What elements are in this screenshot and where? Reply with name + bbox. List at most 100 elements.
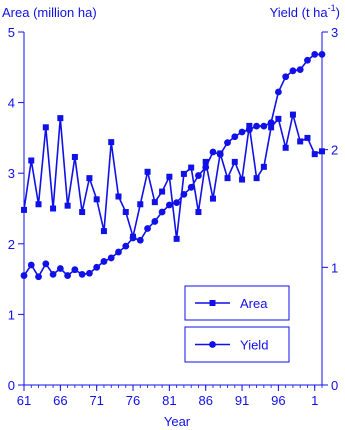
yield-point xyxy=(253,122,260,130)
yield-point xyxy=(231,133,239,141)
yield-point xyxy=(282,73,290,81)
area-point xyxy=(137,201,144,208)
yield-point xyxy=(56,265,64,272)
yield-point xyxy=(64,272,72,279)
x-tick-label: 86 xyxy=(198,393,212,408)
yield-point xyxy=(129,234,137,242)
area-point xyxy=(122,209,129,216)
yield-point xyxy=(202,163,210,171)
area-point xyxy=(79,209,86,216)
legend-label-yield: Yield xyxy=(240,338,268,353)
area-point xyxy=(224,175,231,182)
yield-point xyxy=(20,272,28,279)
x-axis-title: Year xyxy=(164,414,191,429)
yield-point xyxy=(100,258,108,265)
yield-point xyxy=(78,270,86,278)
x-tick-label: 91 xyxy=(235,393,249,408)
area-point xyxy=(209,195,216,202)
y-left-tick-label: 5 xyxy=(8,25,15,40)
area-point xyxy=(115,193,122,200)
area-point xyxy=(57,115,64,122)
yield-point xyxy=(122,242,130,250)
area-point xyxy=(144,168,151,175)
area-point xyxy=(100,228,107,235)
legend: Area Yield xyxy=(184,285,290,363)
y-left-tick-label: 2 xyxy=(8,237,15,252)
y-left-tick-label: 4 xyxy=(8,96,15,111)
yield-point xyxy=(35,273,42,281)
area-point xyxy=(86,175,93,182)
yield-point xyxy=(187,183,195,191)
yield-point xyxy=(151,218,159,225)
x-tick-label: 96 xyxy=(271,393,285,408)
area-point xyxy=(289,111,296,118)
yield-point xyxy=(311,50,319,58)
x-tick-label: 81 xyxy=(162,393,176,408)
area-point xyxy=(239,176,246,183)
x-tick-label: 66 xyxy=(53,393,67,408)
x-tick-label: 1 xyxy=(311,393,318,408)
area-point xyxy=(260,163,267,170)
yield-series xyxy=(20,50,326,281)
legend-marker-area xyxy=(209,300,216,306)
area-point xyxy=(231,158,238,165)
x-tick-label: 76 xyxy=(126,393,140,408)
area-point xyxy=(50,205,57,212)
yield-point xyxy=(296,66,304,74)
y-left-tick-label: 3 xyxy=(8,166,15,181)
x-tick-label: 71 xyxy=(89,393,103,408)
legend-label-area: Area xyxy=(240,296,268,311)
area-point xyxy=(253,175,260,182)
area-point xyxy=(246,122,253,129)
area-point xyxy=(282,144,289,151)
y-left-tick-label: 1 xyxy=(8,307,15,322)
yield-point xyxy=(267,119,275,127)
yield-point xyxy=(165,201,173,209)
area-point xyxy=(151,199,158,206)
area-point xyxy=(202,158,209,165)
yield-line xyxy=(23,53,322,279)
y-right-tick-label: 1 xyxy=(331,260,338,275)
yield-point xyxy=(216,150,224,158)
area-point xyxy=(311,151,318,158)
y-right-tick-label: 2 xyxy=(331,143,338,158)
yield-point xyxy=(49,270,57,278)
yield-point xyxy=(224,139,231,147)
area-point xyxy=(42,124,49,131)
area-point xyxy=(28,157,35,164)
yield-point xyxy=(209,148,217,156)
yield-point xyxy=(195,172,202,179)
x-tick-label: 61 xyxy=(17,393,31,408)
y-right-tick-label: 0 xyxy=(331,378,338,393)
area-point xyxy=(159,188,166,195)
yield-point xyxy=(238,128,246,136)
area-point xyxy=(188,164,195,171)
yield-point xyxy=(304,56,311,64)
y-right-tick-label: 3 xyxy=(331,25,338,40)
yield-point xyxy=(318,50,326,58)
area-point xyxy=(180,170,187,177)
area-point xyxy=(275,115,282,122)
yield-point xyxy=(115,248,122,256)
y-left-tick-label: 0 xyxy=(8,378,15,393)
yield-point xyxy=(27,261,35,269)
area-point xyxy=(173,235,180,242)
legend-marker-yield xyxy=(209,341,216,348)
yield-point xyxy=(245,126,253,134)
area-point xyxy=(71,153,78,160)
area-point xyxy=(108,139,115,146)
area-point xyxy=(35,201,42,208)
yield-point xyxy=(289,67,297,75)
area-point xyxy=(93,196,100,203)
yield-point xyxy=(173,199,181,207)
yield-point xyxy=(180,190,188,198)
yield-point xyxy=(144,225,151,232)
yield-point xyxy=(71,266,79,274)
y-right-axis-title: Yield (t ha-1) xyxy=(270,3,340,20)
area-point xyxy=(195,209,202,216)
yield-point xyxy=(158,208,166,216)
yield-point xyxy=(86,269,93,277)
area-line xyxy=(23,114,323,239)
area-point xyxy=(297,138,304,145)
